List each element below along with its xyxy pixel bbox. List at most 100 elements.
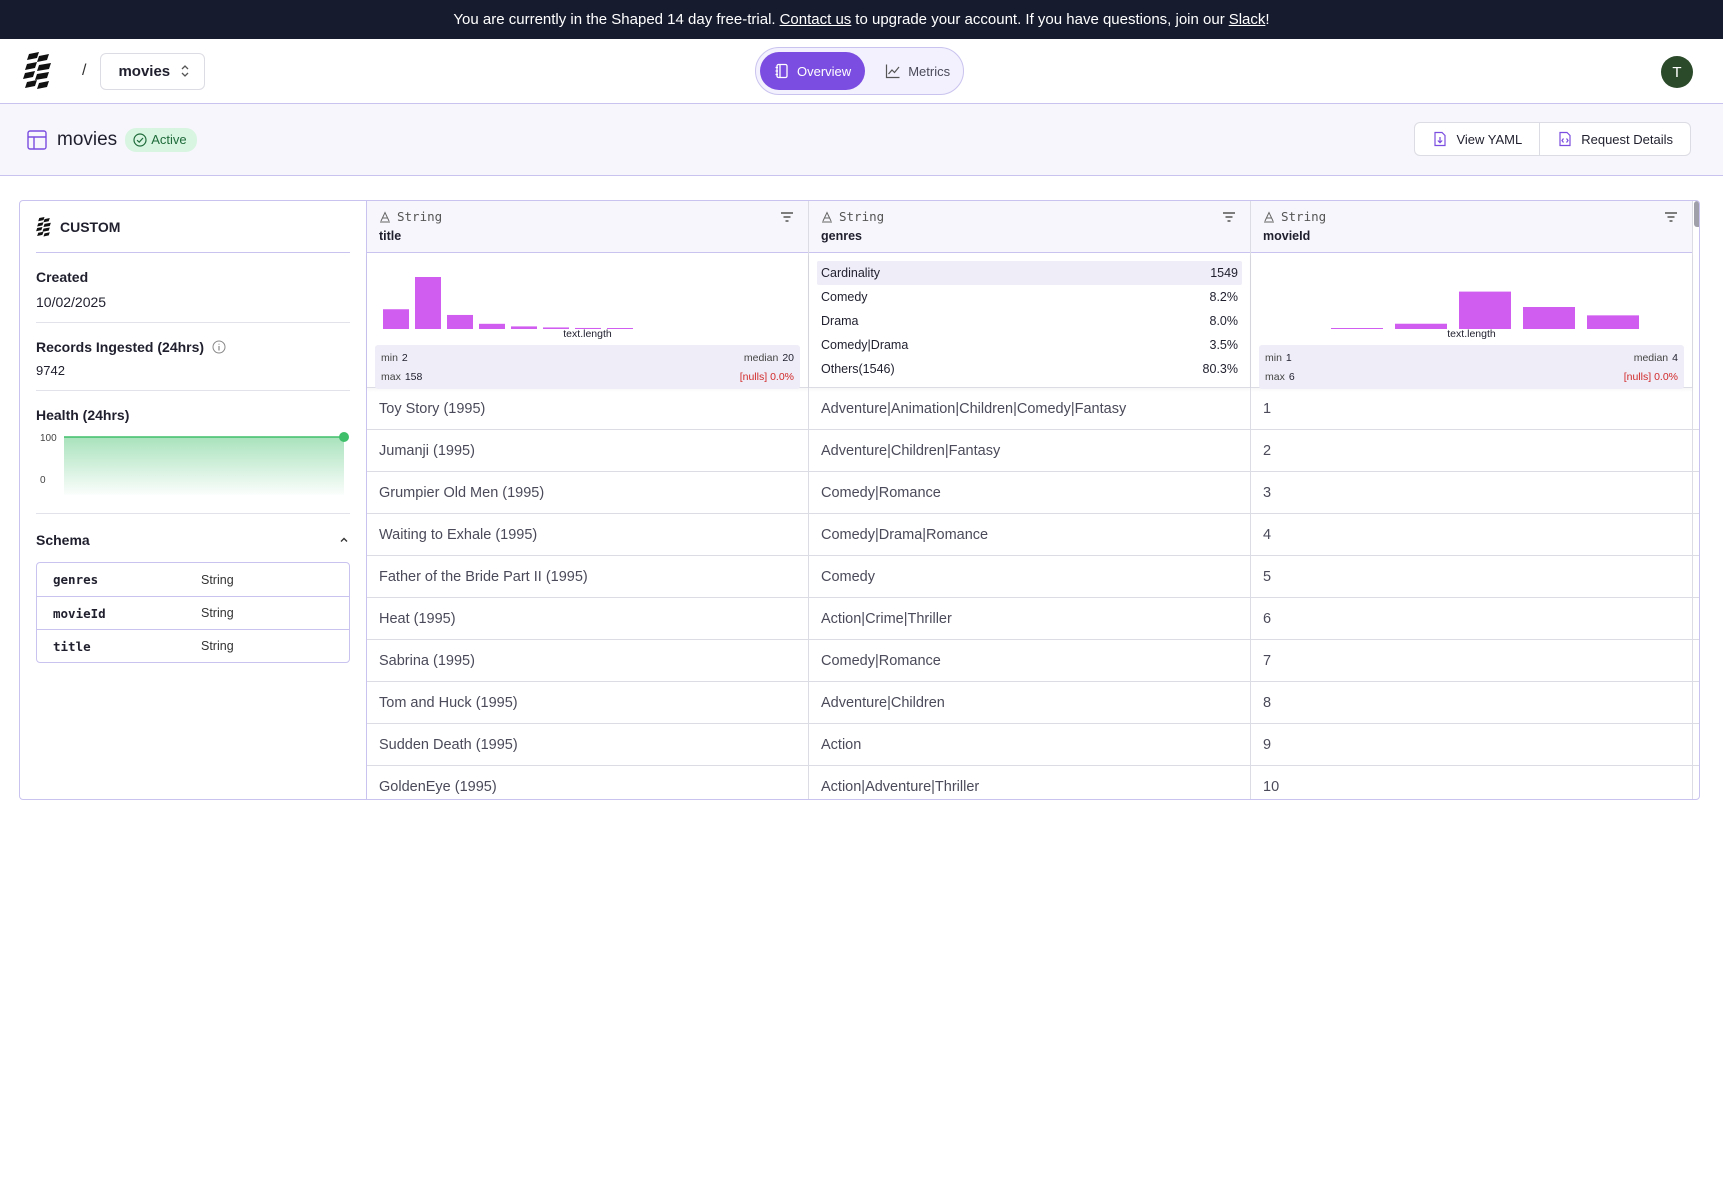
column-stats: text.length min 2 median 20 max 158 [nulls]…	[367, 253, 808, 389]
breadcrumb-separator: /	[82, 62, 87, 79]
cell-genres: Comedy|Drama|Romance	[809, 514, 1251, 555]
cell-genres: Adventure|Children|Fantasy	[809, 430, 1251, 471]
column-type-label: String	[839, 209, 885, 224]
schema-type: String	[201, 639, 234, 653]
tab-overview-label: Overview	[797, 63, 852, 79]
card-value: 80.3%	[1202, 362, 1238, 376]
cell-title: Sabrina (1995)	[367, 640, 809, 681]
table-row[interactable]: Waiting to Exhale (1995) Comedy|Drama|Ro…	[367, 514, 1699, 556]
median-value: 20	[782, 351, 794, 364]
column-type-label: String	[397, 209, 443, 224]
line-chart-icon	[886, 64, 900, 79]
column-type-label: String	[1281, 209, 1327, 224]
column-type: String	[821, 209, 1238, 224]
histogram-bar	[511, 326, 537, 329]
view-yaml-label: View YAML	[1456, 131, 1523, 147]
records-section: Records Ingested (24hrs) 9742	[36, 323, 350, 391]
filter-icon[interactable]	[780, 211, 794, 223]
category-row: Comedy 8.2%	[817, 285, 1242, 309]
page-title: movies	[57, 128, 118, 150]
table-icon	[27, 129, 47, 150]
banner-text-2: to upgrade your account. If you have que…	[855, 11, 1225, 28]
schema-type: String	[201, 572, 234, 587]
health-label: Health (24hrs)	[36, 407, 130, 423]
median-value: 4	[1672, 351, 1678, 364]
tab-overview[interactable]: Overview	[760, 52, 866, 90]
histogram-xlabel: text.length	[563, 328, 612, 340]
table-row[interactable]: Sabrina (1995) Comedy|Romance 7	[367, 640, 1699, 682]
cell-movieid: 4	[1251, 514, 1693, 555]
max-value: 158	[404, 370, 423, 383]
health-axis-min: 0	[40, 475, 46, 486]
histogram-bars	[1331, 291, 1639, 329]
length-histogram: text.length	[375, 259, 800, 340]
cell-movieid: 9	[1251, 724, 1693, 765]
schema-toggle[interactable]: Schema	[36, 514, 350, 562]
top-header: / movies Overview Metrics T	[0, 39, 1723, 104]
table-scrollbar[interactable]	[1694, 201, 1699, 227]
histogram-xlabel: text.length	[1447, 328, 1496, 340]
cell-title: Grumpier Old Men (1995)	[367, 472, 809, 513]
slack-link[interactable]: Slack	[1228, 11, 1266, 28]
category-row: Comedy|Drama 3.5%	[817, 333, 1242, 357]
table-row[interactable]: Grumpier Old Men (1995) Comedy|Romance 3	[367, 472, 1699, 514]
contact-us-link[interactable]: Contact us	[779, 11, 852, 28]
cell-movieid: 7	[1251, 640, 1693, 681]
shaped-mini-logo-icon	[36, 216, 51, 236]
card-label: Comedy|Drama	[821, 338, 909, 352]
shaped-logo-icon[interactable]	[20, 51, 56, 91]
cell-movieid: 6	[1251, 598, 1693, 639]
table-row[interactable]: GoldenEye (1995) Action|Adventure|Thrill…	[367, 766, 1699, 799]
user-avatar[interactable]: T	[1661, 56, 1693, 88]
request-details-button[interactable]: Request Details	[1539, 123, 1690, 155]
view-switcher: Overview Metrics	[755, 47, 964, 95]
schema-row: genres String	[37, 563, 349, 596]
view-yaml-button[interactable]: View YAML	[1415, 123, 1539, 155]
records-label: Records Ingested (24hrs)	[36, 339, 205, 355]
histogram-bar	[1331, 328, 1383, 329]
table-row[interactable]: Heat (1995) Action|Crime|Thriller 6	[367, 598, 1699, 640]
cardinality-row: Cardinality 1549	[817, 261, 1242, 285]
histogram-bar	[479, 323, 505, 329]
cell-title: Toy Story (1995)	[367, 388, 809, 429]
histogram-bar	[1587, 315, 1639, 329]
cell-movieid: 3	[1251, 472, 1693, 513]
table-row[interactable]: Sudden Death (1995) Action 9	[367, 724, 1699, 766]
cell-title: Tom and Huck (1995)	[367, 682, 809, 723]
cell-movieid: 10	[1251, 766, 1693, 799]
filter-icon[interactable]	[1664, 211, 1678, 223]
dataset-panel: CUSTOM Created 10/02/2025 Records Ingest…	[19, 200, 1700, 800]
card-label: Others(1546)	[821, 362, 895, 376]
filter-icon[interactable]	[1222, 211, 1236, 223]
cell-genres: Action|Adventure|Thriller	[809, 766, 1251, 799]
table-row[interactable]: Jumanji (1995) Adventure|Children|Fantas…	[367, 430, 1699, 472]
table-body: Toy Story (1995) Adventure|Animation|Chi…	[367, 388, 1699, 799]
histogram-bar	[1395, 323, 1447, 329]
length-histogram: text.length	[1259, 259, 1684, 340]
table-row[interactable]: Tom and Huck (1995) Adventure|Children 8	[367, 682, 1699, 724]
min-value: 1	[1285, 351, 1292, 364]
histogram-bars	[383, 277, 633, 329]
card-value: 3.5%	[1209, 338, 1239, 352]
cell-title: Jumanji (1995)	[367, 430, 809, 471]
schema-table: genres String movieId String title Strin…	[36, 562, 350, 663]
schema-row: movieId String	[37, 596, 349, 629]
median-label: median	[743, 351, 779, 364]
table-row[interactable]: Toy Story (1995) Adventure|Animation|Chi…	[367, 388, 1699, 430]
dataset-selector[interactable]: movies	[100, 52, 206, 90]
table-row[interactable]: Father of the Bride Part II (1995) Comed…	[367, 556, 1699, 598]
records-value: 9742	[36, 363, 65, 378]
nulls-label: [nulls]	[739, 370, 768, 383]
cell-movieid: 1	[1251, 388, 1693, 429]
cell-genres: Comedy	[809, 556, 1251, 597]
column-stats: text.length min 1 median 4 max 6 [nulls] 0.…	[1251, 253, 1692, 389]
column-title: String title text.length min 2	[367, 201, 809, 389]
column-name: title	[379, 229, 402, 243]
nulls-label: [nulls]	[1623, 370, 1652, 383]
data-grid: String title text.length min 2	[366, 201, 1699, 799]
info-icon[interactable]	[212, 340, 226, 354]
cell-movieid: 5	[1251, 556, 1693, 597]
nulls-value: 0.0%	[770, 370, 794, 383]
tab-metrics[interactable]: Metrics	[871, 52, 964, 90]
card-label: Drama	[821, 314, 859, 328]
